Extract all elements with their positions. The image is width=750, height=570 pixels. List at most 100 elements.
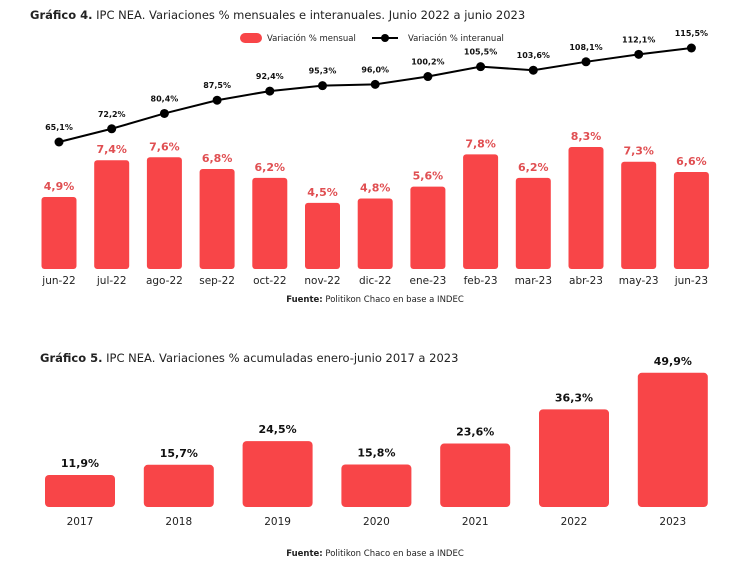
bar-label: 4,5%	[307, 186, 338, 199]
legend-bar-swatch	[240, 33, 262, 43]
bar-mensual	[410, 186, 446, 269]
bar-label: 6,8%	[202, 152, 233, 165]
chart5-title: Gráfico 5. IPC NEA. Variaciones % acumul…	[40, 351, 458, 365]
line-point	[212, 95, 222, 105]
line-point-label: 72,2%	[98, 110, 126, 119]
bar-mensual	[515, 177, 551, 269]
bar-label: 5,6%	[413, 170, 444, 183]
bar-label: 4,9%	[44, 180, 75, 193]
chart4-title: Gráfico 4. IPC NEA. Variaciones % mensua…	[30, 8, 525, 22]
x-tick-label: ene-23	[410, 275, 447, 287]
bar-label: 6,2%	[255, 161, 286, 174]
legend-label-interanual: Variación % interanual	[408, 33, 504, 44]
x-tick-label: 2018	[165, 516, 192, 528]
x-tick-label: 2022	[561, 516, 588, 528]
bar-label: 6,2%	[518, 161, 549, 174]
bar-acumulada	[242, 441, 313, 507]
x-tick-label: abr-23	[569, 275, 603, 287]
x-tick-label: 2023	[659, 516, 686, 528]
bar-label: 6,6%	[676, 155, 707, 168]
line-point	[528, 65, 538, 75]
x-tick-label: 2021	[462, 516, 489, 528]
bar-acumulada	[637, 372, 708, 507]
line-point-label: 87,5%	[203, 81, 231, 90]
chart4-source: Fuente: Politikon Chaco en base a INDEC	[286, 295, 464, 305]
line-point	[159, 108, 169, 118]
bar-mensual	[199, 169, 235, 269]
chart4-title-bold: Gráfico 4.	[30, 8, 93, 22]
bar-label: 23,6%	[456, 426, 494, 439]
line-point-label: 103,6%	[517, 51, 550, 60]
bar-label: 36,3%	[555, 391, 593, 404]
chart4-plot: 4,9% jun-22 7,4% jul-22 7,6% ago-22 6,8% sep-22…	[41, 29, 709, 287]
bar-label: 7,8%	[465, 137, 496, 150]
chart4-legend: Variación % mensual Variación % interanu…	[240, 33, 504, 44]
bar-label: 4,8%	[360, 181, 391, 194]
bar-mensual	[463, 154, 499, 269]
bar-label: 24,5%	[259, 423, 297, 436]
line-point-label: 105,5%	[464, 48, 497, 57]
chart5-source: Fuente: Politikon Chaco en base a INDEC	[286, 549, 464, 559]
chart4-source-text: Politikon Chaco en base a INDEC	[325, 295, 463, 305]
line-point	[634, 49, 644, 59]
x-tick-label: nov-22	[304, 275, 340, 287]
bar-mensual	[252, 177, 288, 269]
legend-label-mensual: Variación % mensual	[267, 33, 356, 44]
line-point-label: 92,4%	[256, 72, 284, 81]
line-point	[318, 81, 327, 91]
bar-acumulada	[143, 464, 214, 507]
bar-mensual	[673, 171, 709, 269]
x-tick-label: may-23	[619, 275, 659, 287]
line-point-label: 108,1%	[569, 43, 602, 52]
bar-label: 15,8%	[357, 446, 395, 459]
bar-label: 8,3%	[571, 130, 602, 143]
line-point	[107, 124, 117, 134]
line-point-label: 100,2%	[411, 58, 444, 67]
bar-acumulada	[440, 443, 511, 507]
line-point-label: 95,3%	[309, 67, 337, 76]
x-tick-label: 2019	[264, 516, 291, 528]
bar-label: 15,7%	[160, 447, 198, 460]
chart5-plot: 11,9% 2017 15,7% 2018 24,5% 2019 15,8% 2020 23,6…	[45, 355, 708, 528]
chart4-title-text: IPC NEA. Variaciones % mensuales e inter…	[96, 8, 525, 22]
x-tick-label: jul-22	[96, 275, 127, 287]
line-point	[265, 86, 275, 96]
bar-acumulada	[341, 464, 412, 507]
chart5-source-bold: Fuente:	[286, 549, 322, 559]
bar-mensual	[621, 161, 657, 269]
chart5-title-bold: Gráfico 5.	[40, 351, 103, 365]
bar-acumulada	[539, 409, 609, 507]
line-point	[54, 137, 64, 147]
line-point	[686, 43, 696, 53]
line-point	[581, 57, 591, 67]
bar-acumulada	[45, 474, 115, 507]
line-point	[370, 79, 380, 89]
bar-mensual	[146, 157, 182, 269]
chart5-title-text: IPC NEA. Variaciones % acumuladas enero-…	[106, 351, 458, 365]
bar-mensual	[357, 198, 393, 269]
line-point-label: 65,1%	[45, 123, 73, 132]
x-tick-label: 2020	[363, 516, 390, 528]
x-tick-label: jun-22	[41, 275, 75, 287]
x-tick-label: jun-23	[674, 275, 708, 287]
x-tick-label: 2017	[67, 516, 94, 528]
bar-label: 7,4%	[96, 143, 127, 156]
x-tick-label: feb-23	[464, 275, 498, 287]
legend-line-dot	[381, 34, 389, 42]
chart5-source-text: Politikon Chaco en base a INDEC	[325, 549, 463, 559]
bar-label: 49,9%	[654, 355, 692, 368]
x-tick-label: dic-22	[359, 275, 392, 287]
line-point	[476, 62, 486, 72]
x-tick-label: oct-22	[253, 275, 286, 287]
bar-label: 7,3%	[623, 145, 654, 158]
bar-mensual	[568, 146, 604, 269]
x-tick-label: sep-22	[199, 275, 235, 287]
bar-mensual	[41, 196, 77, 269]
line-point-label: 96,0%	[361, 65, 389, 74]
bar-mensual	[305, 202, 340, 269]
chart4-source-bold: Fuente:	[286, 295, 322, 305]
x-tick-label: ago-22	[146, 275, 183, 287]
line-point-label: 112,1%	[622, 35, 655, 44]
line-point	[423, 72, 433, 82]
